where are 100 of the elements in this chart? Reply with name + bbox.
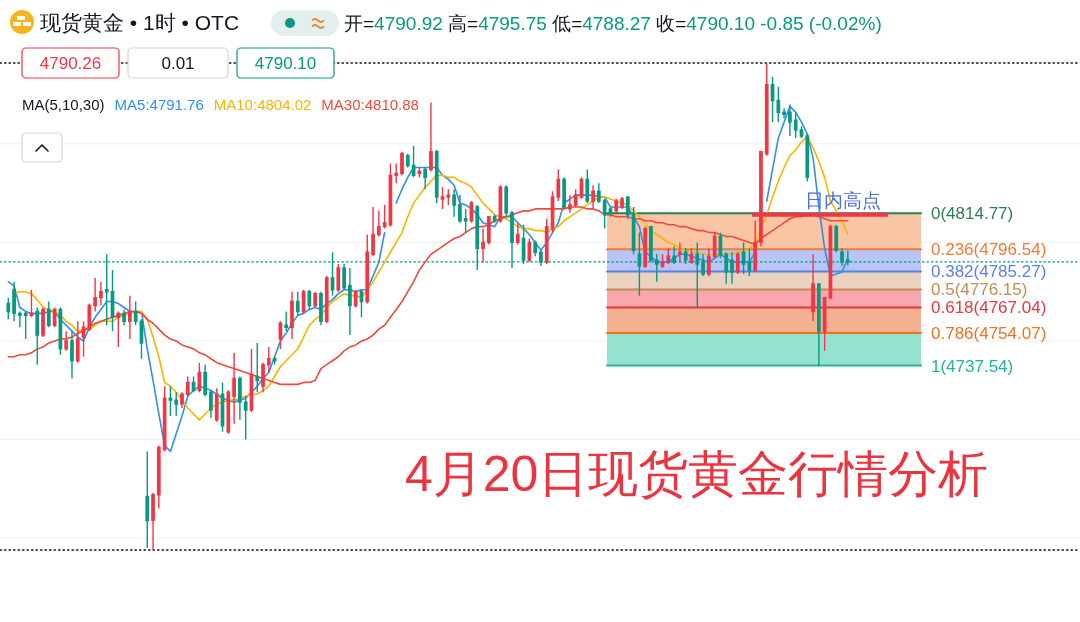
candlestick: [585, 168, 590, 204]
candlestick: [122, 308, 126, 326]
candlestick: [817, 283, 821, 367]
candlestick: [481, 227, 485, 263]
candlestick: [643, 225, 648, 269]
candlestick: [365, 233, 370, 305]
candlestick: [87, 302, 92, 332]
candlestick: [128, 294, 132, 340]
candlestick: [116, 310, 121, 348]
candlestick: [324, 275, 329, 324]
candlestick: [562, 176, 566, 210]
candlestick: [568, 194, 572, 214]
candlestick: [678, 241, 682, 263]
candlestick: [266, 346, 271, 374]
candlestick: [463, 208, 468, 234]
candlestick: [348, 267, 352, 336]
candlestick: [371, 206, 375, 257]
candlestick: [255, 342, 260, 393]
candlestick: [232, 352, 236, 425]
candlestick: [290, 291, 294, 340]
candlestick: [822, 296, 827, 352]
candlestick: [591, 184, 595, 210]
candlestick: [405, 153, 410, 169]
candlestick: [376, 210, 381, 238]
candlestick: [446, 188, 451, 206]
candlestick: [382, 204, 387, 230]
ref-line-label: 0.382(4785.27): [931, 262, 1047, 282]
candlestick: [620, 196, 624, 210]
candlestick: [75, 320, 80, 364]
candlestick: [544, 218, 549, 265]
candlestick: [666, 247, 671, 265]
candlestick: [429, 101, 433, 173]
candlestick: [596, 182, 601, 204]
candlestick: [313, 291, 318, 309]
ref-line-label: 0.5(4776.15): [931, 280, 1028, 300]
candlestick: [70, 330, 74, 380]
candlestick: [99, 281, 103, 307]
candlestick: [504, 184, 509, 218]
candlestick: [18, 310, 22, 328]
candlestick: [12, 281, 16, 322]
candlestick: [284, 310, 289, 332]
candlestick: [394, 162, 399, 184]
candlestick: [764, 62, 769, 157]
candlestick: [156, 444, 161, 510]
candlestick: [133, 300, 138, 326]
candlestick: [214, 387, 219, 423]
candlestick: [174, 391, 179, 417]
candlestick: [788, 103, 792, 137]
candlestick: [243, 395, 248, 441]
annotation: 4790.10: [254, 54, 317, 73]
candlestick: [793, 111, 798, 139]
candlestick: [145, 450, 150, 549]
candlestick: [660, 253, 665, 269]
candlestick: [440, 186, 445, 210]
ref-line-label: 0.236(4796.54): [931, 240, 1047, 260]
ref-line-label: 1(4737.54): [931, 356, 1014, 376]
candlestick: [434, 149, 439, 204]
candlestick: [776, 85, 781, 123]
candlestick: [637, 231, 642, 297]
candlestick: [180, 391, 184, 409]
candlestick: [35, 306, 40, 366]
candlestick: [602, 198, 607, 230]
candlestick: [811, 253, 815, 322]
candlestick: [353, 289, 358, 309]
candlestick: [458, 194, 462, 224]
ref-line-label: 0(4814.77): [931, 204, 1014, 224]
candlestick: [735, 251, 740, 275]
ref-line-label: 0.618(4767.04): [931, 298, 1047, 318]
candlestick: [706, 247, 711, 277]
candlestick: [573, 188, 578, 208]
candlestick: [452, 188, 456, 218]
candlestick: [336, 263, 341, 293]
candlestick: [64, 330, 69, 352]
candlestick: [209, 389, 213, 419]
annotation: 0.01: [161, 54, 195, 73]
candlestick: [400, 151, 404, 177]
candlestick: [556, 168, 561, 202]
annotation: MA(5,10,30): [22, 96, 105, 113]
candlestick: [23, 310, 28, 340]
ref-line-label: 0.786(4754.07): [931, 323, 1047, 343]
candlestick: [319, 291, 323, 326]
candlestick: [29, 289, 34, 319]
candlestick: [151, 492, 155, 551]
text: 4月20日现货黄金行情分析: [405, 446, 989, 502]
candlestick: [295, 291, 300, 317]
candlestick: [753, 220, 758, 273]
candlestick: [625, 196, 630, 220]
candlestick: [486, 216, 491, 246]
candlestick: [203, 363, 208, 397]
candlestick: [805, 133, 810, 182]
candlestick: [46, 300, 51, 328]
candlestick: [41, 306, 45, 338]
candlestick: [93, 277, 97, 313]
candlestick: [6, 296, 11, 321]
candlestick: [238, 375, 242, 421]
candlestick: [515, 222, 520, 246]
chart-subtitle: 现货黄金 • 1时 • OTC: [40, 11, 240, 34]
candlestick: [533, 239, 538, 257]
candlestick: [834, 223, 839, 253]
candlestick: [614, 198, 619, 214]
